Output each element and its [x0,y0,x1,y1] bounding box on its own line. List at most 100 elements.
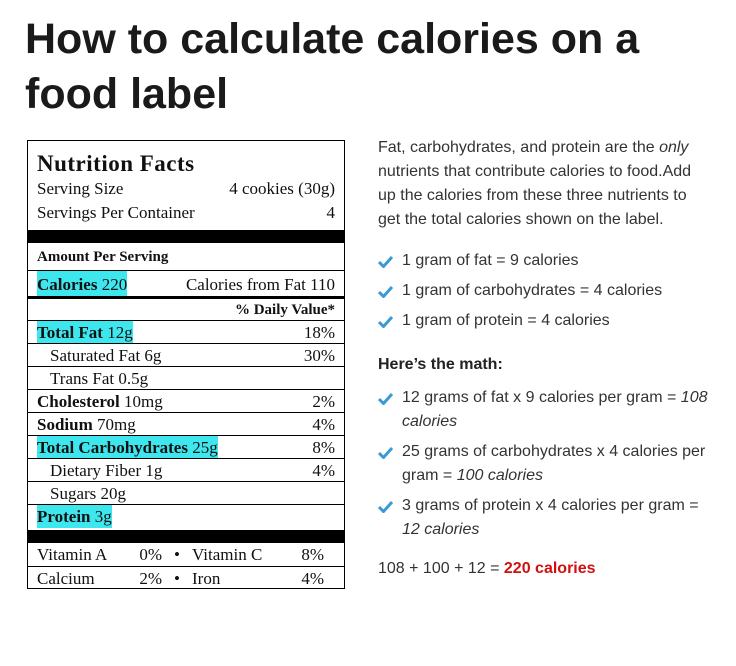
calories-value: 220 [101,275,128,294]
dv-header-row: % Daily Value* [28,299,344,321]
nutrient-name: Sugars [50,484,97,503]
math-step: 12 grams of fat x 9 calories per gram = … [378,386,708,440]
divider [28,530,344,543]
nutrient-name: Total Carbohydrates [37,438,188,457]
calories-label: Calories [37,275,98,294]
vitamin-row: Vitamin A 0% • Vitamin C 8% [28,543,344,567]
math-text: 25 grams of carbohydrates x 4 calories p… [402,443,706,484]
nutrient-row: Cholesterol 10mg 2% [28,390,344,413]
nutrient-name: Saturated Fat [50,346,141,365]
label-top: Nutrition Facts Serving Size 4 cookies (3… [28,151,344,225]
vitamin-row: Calcium 2% • Iron 4% [28,567,344,590]
nutrient-amount: 70mg [97,415,136,434]
nutrient-row: Trans Fat 0.5g [28,367,344,390]
vitamin-name: Iron [192,569,221,588]
nutrient-amount: 20g [100,484,127,503]
vitamin-dv: 0% [139,545,162,564]
intro: Fat, carbohydrates, and protein are the … [378,136,708,232]
separator: • [174,545,180,564]
nutrient-amount: 25g [192,438,218,457]
intro-emphasis: only [659,139,689,156]
fact: 1 gram of protein = 4 calories [378,309,708,339]
nutrient-name: Trans Fat [50,369,115,388]
check-icon [378,255,393,268]
nutrient-name: Sodium [37,415,93,434]
amount-per-serving: Amount Per Serving [37,249,169,265]
nutrient-amount: 10mg [124,392,163,411]
nutrient-row: Total Fat 12g 18% [28,321,344,344]
math-text: 3 grams of protein x 4 calories per gram… [402,497,699,514]
field-label: Servings Per Container [37,203,195,222]
amount-per-serving-row: Amount Per Serving [28,243,344,271]
facts-list: 1 gram of fat = 9 calories 1 gram of car… [378,249,708,339]
fact-text: 1 gram of protein = 4 calories [402,312,610,329]
fact: 1 gram of carbohydrates = 4 calories [378,279,708,309]
servings-per-container: Servings Per Container 4 [37,201,335,225]
calories-from-fat: Calories from Fat 110 [186,271,335,296]
vitamin-name: Vitamin A [37,545,108,564]
nutrient-row: Sodium 70mg 4% [28,413,344,436]
vitamin-name: Vitamin C [192,545,263,564]
field-label: Serving Size [37,179,124,198]
nutrient-dv: 2% [312,392,335,411]
nutrient-dv: 4% [312,461,335,480]
nutrient-dv: 30% [303,346,335,365]
math-step: 3 grams of protein x 4 calories per gram… [378,494,708,548]
field-value: 4 [326,203,336,222]
fact: 1 gram of fat = 9 calories [378,249,708,279]
calories-row: Calories 220 Calories from Fat 110 [28,271,344,299]
dv-header: % Daily Value* [234,302,335,318]
explanation: Fat, carbohydrates, and protein are the … [378,136,708,581]
nutrient-dv: 4% [312,415,335,434]
nutrient-amount: 0.5g [118,369,149,388]
vitamin-name: Calcium [37,569,95,588]
intro-text: Fat, carbohydrates, and protein are the [378,139,655,156]
divider [28,230,344,243]
nutrient-row: Sugars 20g [28,482,344,505]
check-icon [378,446,393,459]
nutrient-row: Total Carbohydrates 25g 8% [28,436,344,459]
nutrient-row: Protein 3g [28,505,344,528]
math-step: 25 grams of carbohydrates x 4 calories p… [378,440,708,494]
title: How to calculate calories on a food labe… [25,15,640,118]
nutrient-name: Dietary Fiber [50,461,142,480]
nutrient-amount: 3g [94,507,112,526]
math-list: 12 grams of fat x 9 calories per gram = … [378,386,708,548]
total-result: 220 calories [503,560,596,577]
check-icon [378,500,393,513]
vitamin-dv: 4% [301,569,324,588]
intro-text: nutrients that contribute calories to fo… [378,163,692,228]
nutrient-amount: 12g [107,323,133,342]
nutrient-amount: 6g [144,346,162,365]
calories: Calories 220 [37,271,128,296]
nutrition-label: Nutrition Facts Serving Size 4 cookies (3… [27,140,345,589]
nutrient-dv: 18% [303,323,335,342]
separator: • [174,569,180,588]
nutrient-dv: 8% [312,438,335,457]
vitamin-dv: 8% [301,545,324,564]
nutrient-name: Total Fat [37,323,103,342]
serving-size: Serving Size 4 cookies (30g) [37,177,335,201]
math-result: 100 calories [456,467,543,484]
from-fat-label: Calories from Fat [185,275,306,294]
math-result: 108 calories [402,389,708,430]
vitamin-dv: 2% [139,569,162,588]
fact-text: 1 gram of fat = 9 calories [402,252,579,269]
nutrient-name: Protein [37,507,91,526]
math-heading: Here’s the math: [378,356,503,373]
check-icon [378,392,393,405]
label-heading: Nutrition Facts [37,151,195,176]
total: 108 + 100 + 12 = 220 calories [378,557,708,581]
nutrient-row: Dietary Fiber 1g 4% [28,459,344,482]
check-icon [378,285,393,298]
nutrient-name: Cholesterol [37,392,120,411]
total-sum: 108 + 100 + 12 = [378,560,500,577]
nutrient-row: Saturated Fat 6g 30% [28,344,344,367]
fact-text: 1 gram of carbohydrates = 4 calories [402,282,663,299]
math-result: 12 calories [402,521,480,538]
math-text: 12 grams of fat x 9 calories per gram = [402,389,677,406]
from-fat-value: 110 [310,275,335,294]
field-value: 4 cookies (30g) [229,179,335,198]
check-icon [378,315,393,328]
